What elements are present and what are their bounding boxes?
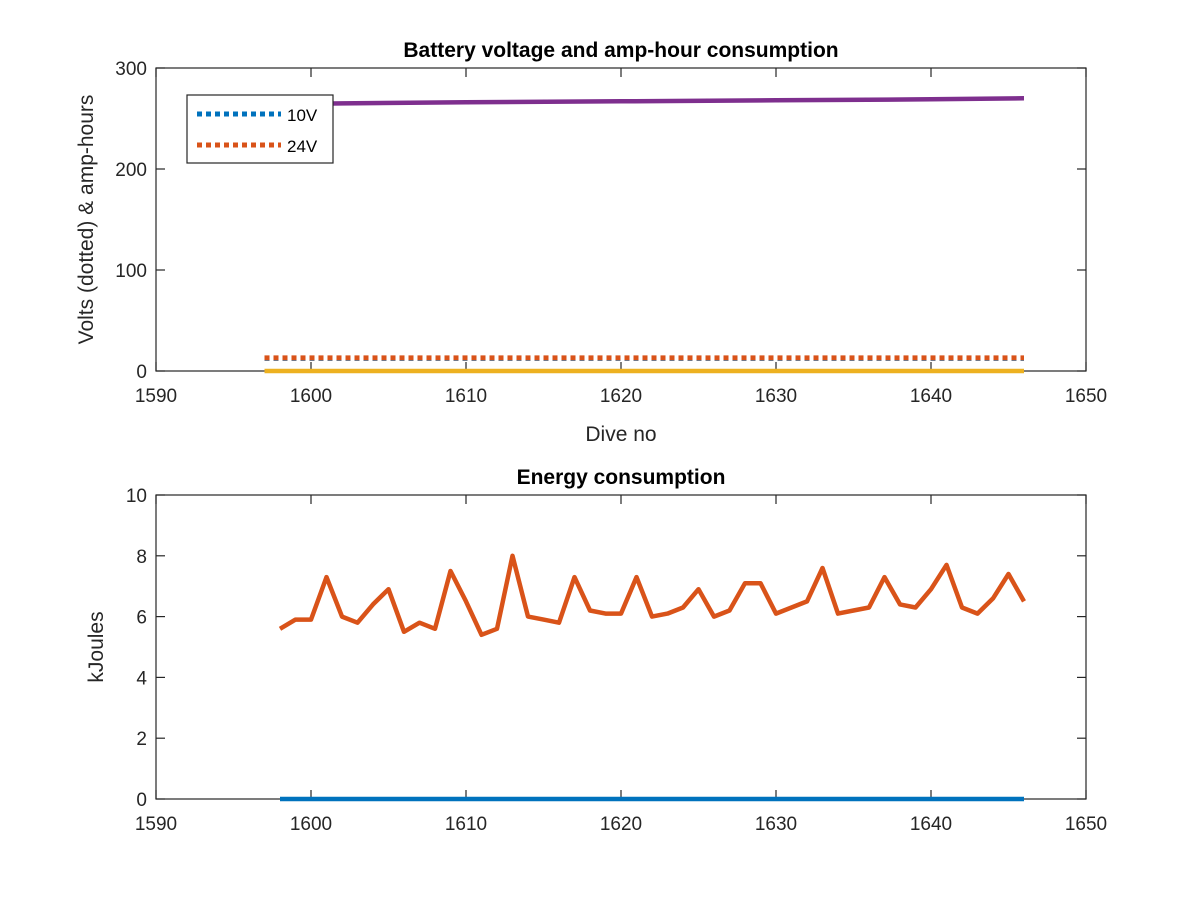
y-axis-label: Volts (dotted) & amp-hours (75, 95, 98, 345)
x-tick-label: 1600 (290, 814, 332, 835)
y-tick-label: 6 (136, 608, 147, 629)
chart-battery-voltage: 1590 1600 1610 1620 1630 1640 1650 0 100 200 300 Ba… (75, 39, 1107, 446)
legend-label: 24V (287, 137, 318, 156)
chart-energy-consumption: 1590 1600 1610 1620 1630 1640 1650 0 2 4 6 8 10 Energ… (85, 466, 1107, 835)
legend: 10V 24V (186, 94, 334, 164)
x-tick-label: 1610 (445, 814, 487, 835)
x-tick-label: 1590 (135, 814, 177, 835)
legend-label: 10V (287, 106, 318, 125)
legend-box (186, 94, 334, 164)
x-tick-label: 1630 (755, 814, 797, 835)
chart-title: Battery voltage and amp-hour consumption (403, 39, 838, 62)
x-tick-label: 1630 (755, 386, 797, 407)
y-tick-label: 10 (126, 486, 147, 507)
x-tick-label: 1600 (290, 386, 332, 407)
x-tick-label: 1650 (1065, 386, 1107, 407)
y-tick-label: 100 (115, 261, 147, 282)
series-line-3 (264, 96, 1025, 107)
chart-title: Energy consumption (517, 466, 726, 489)
y-tick-label: 2 (136, 729, 147, 750)
y-tick-label: 4 (136, 668, 147, 689)
y-tick-label: 0 (136, 790, 147, 811)
y-tick-label: 200 (115, 160, 147, 181)
x-tick-label: 1590 (135, 386, 177, 407)
x-axis-label: Dive no (585, 423, 656, 446)
y-tick-label: 300 (115, 59, 147, 80)
y-tick-label: 8 (136, 547, 147, 568)
series-line-0 (278, 553, 1026, 638)
x-tick-label: 1640 (910, 814, 952, 835)
y-axis-label: kJoules (85, 611, 108, 682)
axes-box (155, 494, 1087, 800)
x-tick-label: 1620 (600, 386, 642, 407)
x-tick-label: 1650 (1065, 814, 1107, 835)
x-tick-label: 1640 (910, 386, 952, 407)
x-tick-label: 1620 (600, 814, 642, 835)
y-tick-label: 0 (136, 362, 147, 383)
x-tick-label: 1610 (445, 386, 487, 407)
